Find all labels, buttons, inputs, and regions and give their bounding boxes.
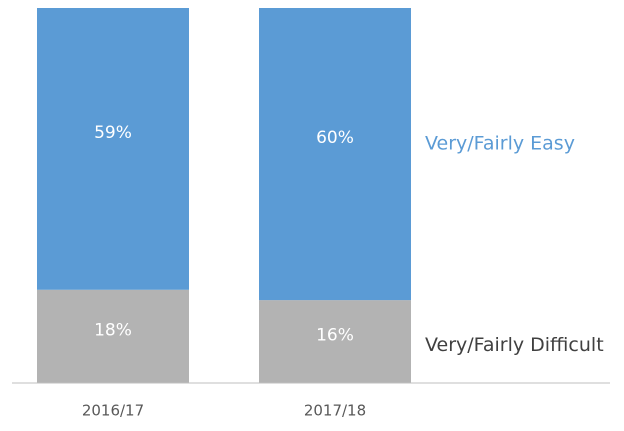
plot-area [37, 8, 411, 383]
data-label: 18% [94, 320, 132, 340]
x-tick-label: 2017/18 [304, 402, 366, 420]
x-tick-label: 2016/17 [82, 402, 144, 420]
data-label: 60% [316, 128, 354, 148]
bar-segment [259, 8, 411, 301]
data-label: 59% [94, 123, 132, 143]
bar-segment [37, 8, 189, 290]
data-label: 16% [316, 326, 354, 346]
bar-segment [37, 289, 189, 383]
bar-segment [259, 300, 411, 383]
legend-label: Very/Fairly Easy [425, 133, 575, 155]
legend-label: Very/Fairly Difficult [425, 334, 604, 356]
